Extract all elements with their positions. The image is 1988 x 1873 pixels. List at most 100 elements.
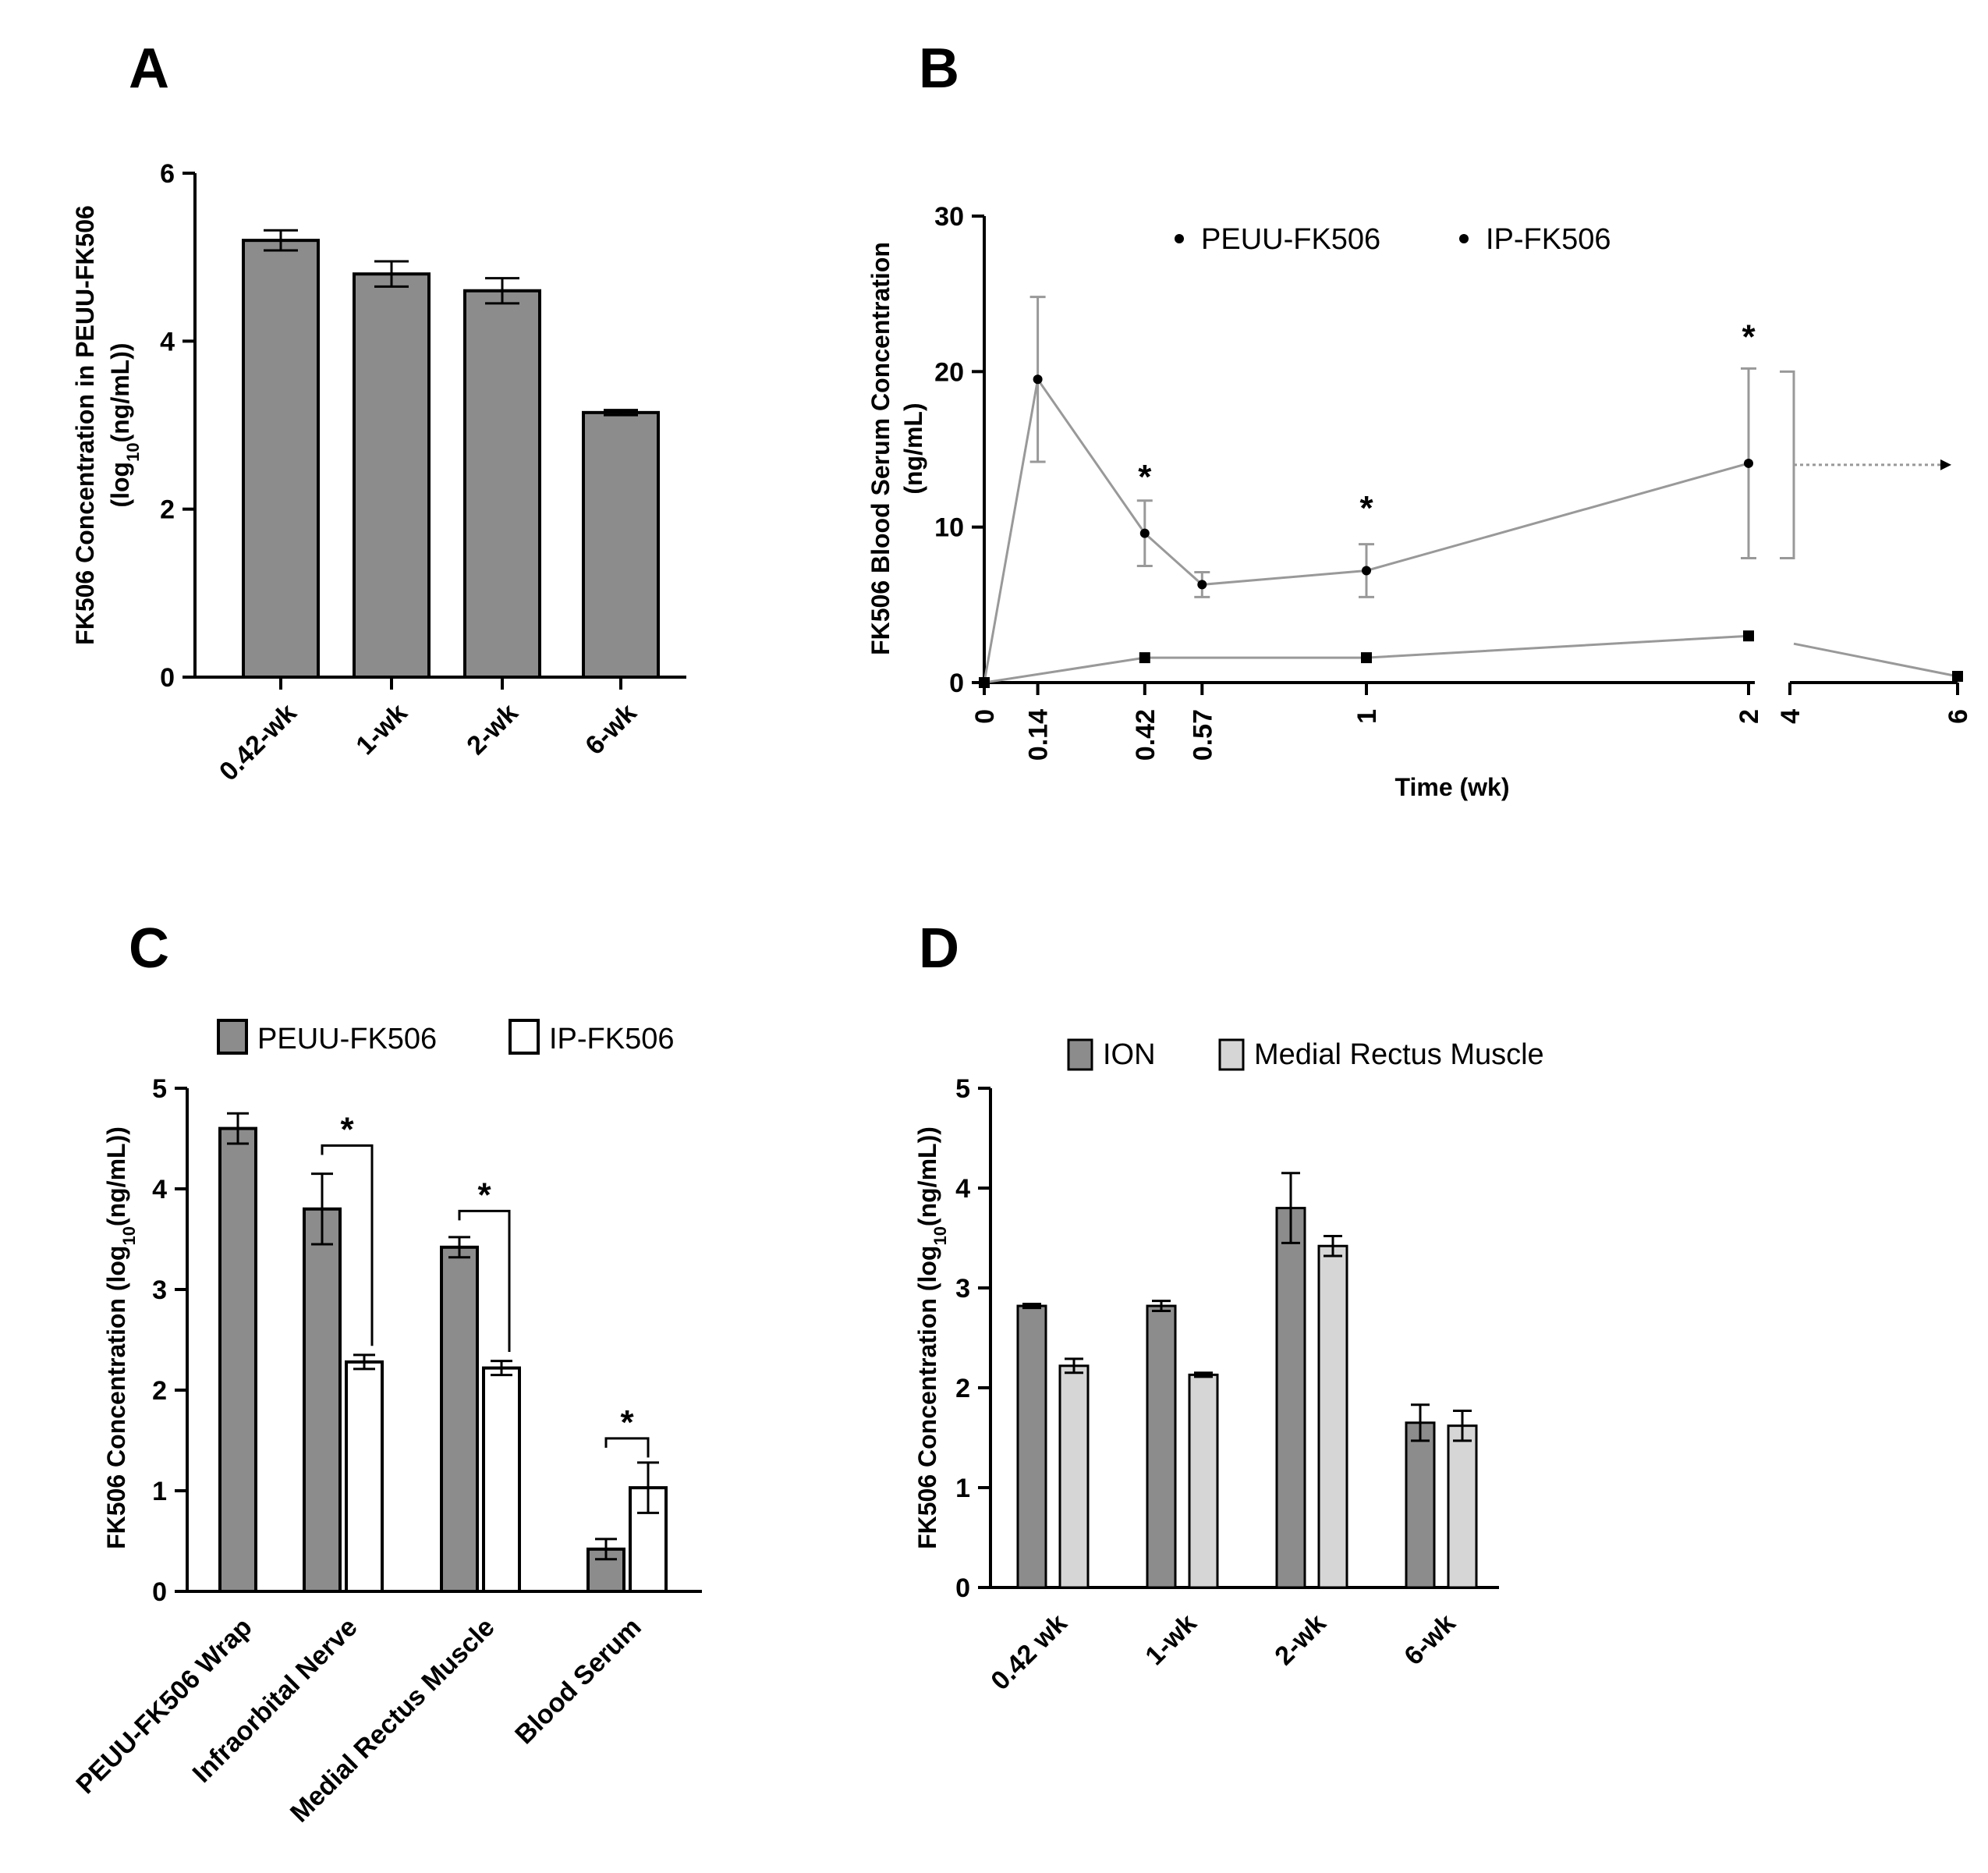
panel-d-legend-ion-label: ION (1103, 1038, 1156, 1071)
panel-c-x-tick-label: PEUU-FK506 Wrap (70, 1612, 257, 1800)
panel-d-legend-ion-swatch (1067, 1038, 1093, 1071)
panel-c-significance-bracket (604, 1437, 650, 1458)
panel-b-x-tick-label: 0.14 (1024, 709, 1054, 761)
panel-a-bar (463, 289, 541, 679)
panel-d-y-title: FK506 Concentration (log10(ng/mL)) (913, 1126, 950, 1549)
panel-b-bracket (1780, 370, 1795, 560)
panel-b-y-title-line1: FK506 Blood Serum Concentration (866, 242, 895, 655)
panel-d-chart: 0 1 2 3 4 5 0.42 wk 1-wk 2-wk 6-wk ION Medial Rectu… (913, 1038, 1544, 1696)
panel-d-bar-ion (1146, 1304, 1177, 1589)
panel-b-y-tick-label: 0 (949, 669, 964, 698)
panel-b-x-tick-label: 0.57 (1188, 709, 1217, 761)
panel-c-significance-star: * (620, 1403, 634, 1442)
panel-d-x-tick-label: 0.42 wk (985, 1609, 1072, 1696)
panel-b-peuu-line-tail (1793, 642, 1958, 678)
panel-b-peuu-line (983, 634, 1749, 684)
panel-d-y-tick-label: 2 (955, 1374, 970, 1403)
panel-a-y-title-line1: FK506 Concentration in PEUU-FK506 (71, 205, 99, 645)
panel-c-y-tick-label: 2 (152, 1376, 167, 1406)
panel-b-legend-ip-marker (1459, 234, 1469, 243)
panel-b-x-tick-label: 0 (970, 709, 1000, 724)
panel-b-ip-line (983, 376, 1749, 683)
panel-c-y-tick-label: 1 (152, 1477, 167, 1506)
panel-a-y-tick-label: 0 (160, 663, 175, 693)
panel-c-significance-bracket (321, 1144, 374, 1346)
panel-a-x-tick-label: 1-wk (350, 698, 413, 761)
panel-d-bar-ion (1405, 1421, 1436, 1589)
panel-a-y-tick-label: 4 (160, 327, 175, 357)
panel-a-x-tick-label: 0.42-wk (214, 698, 303, 787)
panel-b-peuu-point (979, 677, 990, 688)
panel-d-bar-mrm (1447, 1424, 1478, 1589)
panel-c-y-tick-label: 4 (152, 1175, 167, 1204)
panel-c-significance-star: * (340, 1111, 354, 1149)
panel-a-y-tick-label: 6 (160, 159, 175, 189)
panel-b-chart: 0 10 20 30 0 0.14 0.42 0.57 1 2 4 6 * * * PEUU-FK506 IP-… (866, 202, 1973, 801)
panel-b-legend-peuu-marker (1175, 234, 1184, 243)
panel-c-y-title: FK506 Concentration (log10(ng/mL)) (102, 1126, 139, 1549)
panel-b-ip-point (1033, 374, 1043, 385)
panel-a-y-title-line2: (log10(ng/mL)) (106, 342, 143, 507)
panel-b-significance-star: * (1359, 489, 1373, 527)
panel-b-ip-point (1362, 566, 1371, 576)
panel-b-peuu-point (1743, 630, 1754, 642)
panel-b-x-tick-label: 0.42 (1131, 709, 1161, 761)
panel-label-a: A (129, 37, 169, 100)
panel-b-y-tick-label: 30 (934, 202, 964, 232)
panel-c-bar-ip (345, 1360, 384, 1593)
panel-b-peuu-point (1139, 652, 1150, 664)
panel-a-y-tick-label: 2 (160, 495, 175, 525)
panel-d-y-tick-label: 5 (955, 1074, 970, 1104)
panel-b-legend-ip-label: IP-FK506 (1486, 223, 1611, 256)
panel-a-bar (242, 239, 320, 679)
panel-c-bar-peuu (218, 1126, 257, 1593)
panel-a-x-tick-label: 6-wk (579, 698, 642, 761)
panel-c-y-tick-label: 5 (152, 1074, 167, 1104)
panel-b-ip-point (1744, 458, 1753, 468)
panel-d-x-tick-label: 1-wk (1139, 1609, 1202, 1671)
panel-b-extrapolation-arrow (1940, 459, 1951, 470)
panel-b-x-tick-label: 1 (1352, 709, 1382, 724)
panel-d-bar-ion (1275, 1207, 1306, 1589)
panel-d-bar-mrm (1188, 1373, 1219, 1589)
panel-b-significance-star: * (1138, 458, 1152, 496)
panel-d-y-tick-label: 0 (955, 1573, 970, 1603)
panel-d-y-tick-label: 1 (955, 1474, 970, 1503)
panel-d-y-tick-label: 4 (955, 1174, 970, 1204)
panel-c-legend-peuu-label: PEUU-FK506 (257, 1023, 437, 1055)
panel-c-x-tick-label: Blood Serum (509, 1612, 647, 1750)
panel-b-ip-point (1197, 580, 1207, 590)
panel-b-x-tick-label: 2 (1735, 709, 1764, 724)
panel-c-y-tick-label: 0 (152, 1577, 167, 1607)
panel-d-legend-mrm-swatch (1218, 1038, 1245, 1071)
panel-c-legend-ip-swatch (509, 1019, 540, 1055)
panel-b-y-title-line2: (ng/mL) (899, 403, 927, 494)
panel-d-legend-mrm-label: Medial Rectus Muscle (1254, 1038, 1544, 1071)
panel-b-x-title: Time (wk) (1395, 773, 1510, 801)
panel-label-c: C (129, 917, 169, 980)
panel-c-bar-peuu (303, 1207, 342, 1594)
panel-d-bar-mrm (1058, 1364, 1090, 1589)
panel-b-legend-peuu-label: PEUU-FK506 (1201, 223, 1380, 256)
panel-a-bar (582, 410, 660, 679)
panel-c-y-tick-label: 3 (152, 1275, 167, 1305)
panel-c-significance-star: * (477, 1176, 491, 1214)
panel-b-x-tick-label: 4 (1776, 709, 1806, 724)
panel-a-bar (353, 272, 431, 679)
panel-d-x-tick-label: 6-wk (1398, 1609, 1461, 1671)
panel-b-peuu-point (1952, 671, 1963, 683)
panel-d-x-tick-label: 2-wk (1269, 1609, 1331, 1671)
panel-c-legend-peuu-swatch (217, 1019, 248, 1055)
panel-b-ip-point (1139, 528, 1150, 538)
panel-d-y-tick-label: 3 (955, 1274, 970, 1304)
panel-b-peuu-point (1361, 652, 1372, 664)
panel-d-bar-ion (1016, 1304, 1047, 1589)
panel-label-d: D (919, 917, 959, 980)
panel-d-bar-mrm (1317, 1244, 1348, 1589)
panel-label-b: B (919, 37, 959, 100)
panel-a-x-tick-label: 2-wk (461, 698, 523, 761)
panel-c-bar-peuu (440, 1245, 479, 1593)
panel-c-significance-bracket (458, 1209, 511, 1352)
